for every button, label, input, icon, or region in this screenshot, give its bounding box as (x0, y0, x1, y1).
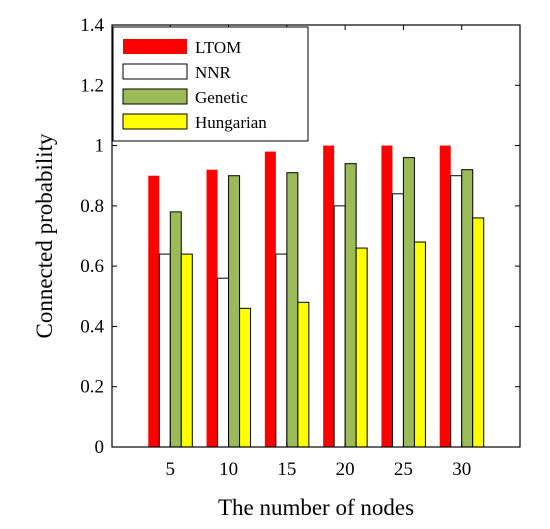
bar-nnr-25 (391, 193, 404, 448)
axes-group: 0 0.2 0.4 0.6 0.8 1 1.2 1.4 5 10 15 20 25 30 (80, 15, 521, 480)
legend-swatch-ltom (123, 39, 187, 54)
y-tick-label: 1.2 (80, 75, 104, 96)
bar-genetic-10 (228, 175, 241, 448)
bar-ltom-15 (264, 151, 276, 447)
legend-label-genetic: Genetic (195, 88, 248, 107)
x-tick-label: 15 (277, 459, 296, 480)
bar-nnr-5 (158, 253, 171, 448)
axes-box (111, 24, 521, 448)
bar-ltom-20 (323, 145, 335, 448)
x-tick-label: 30 (452, 459, 471, 480)
y-tick-label: 1 (95, 136, 105, 157)
bar-ltom-5 (148, 175, 160, 447)
bar-hungarian-5 (180, 253, 193, 448)
legend-label-ltom: LTOM (195, 38, 241, 57)
x-tick-label: 10 (219, 459, 238, 480)
x-tick-label: 5 (166, 459, 176, 480)
x-axis-label: The number of nodes (218, 495, 414, 520)
bar-hungarian-30 (472, 217, 485, 448)
legend-swatch-nnr (122, 63, 188, 80)
y-tick-label: 0.6 (80, 256, 104, 277)
legend-swatch-hungarian (122, 113, 188, 130)
bar-ltom-25 (381, 145, 393, 448)
bar-genetic-30 (461, 169, 474, 448)
bars-group (148, 145, 485, 448)
x-tick-label: 25 (394, 459, 413, 480)
bar-genetic-5 (169, 211, 182, 448)
legend-label-hungarian: Hungarian (195, 113, 267, 132)
bar-genetic-25 (402, 157, 415, 448)
y-tick-label: 0.8 (80, 196, 104, 217)
y-tick-label: 1.4 (80, 15, 104, 36)
bar-ltom-30 (439, 145, 451, 448)
bar-genetic-20 (344, 163, 357, 448)
bar-genetic-15 (286, 172, 299, 448)
x-tick-label: 20 (336, 459, 355, 480)
legend-swatch-genetic (122, 88, 188, 105)
y-tick-label: 0 (95, 437, 105, 458)
bar-ltom-10 (206, 169, 218, 447)
bar-hungarian-20 (355, 247, 368, 448)
y-tick-label: 0.2 (80, 377, 104, 398)
bar-hungarian-10 (239, 307, 252, 448)
bar-nnr-15 (275, 253, 288, 448)
y-tick-label: 0.4 (80, 316, 104, 337)
bar-hungarian-15 (297, 301, 310, 448)
legend: LTOM NNR Genetic Hungarian (112, 26, 309, 142)
bar-nnr-10 (217, 277, 230, 448)
bar-nnr-30 (450, 175, 463, 448)
legend-label-nnr: NNR (195, 63, 232, 82)
y-axis-label: Connected probability (32, 133, 57, 339)
bar-nnr-20 (333, 205, 346, 448)
bar-hungarian-25 (413, 241, 426, 448)
